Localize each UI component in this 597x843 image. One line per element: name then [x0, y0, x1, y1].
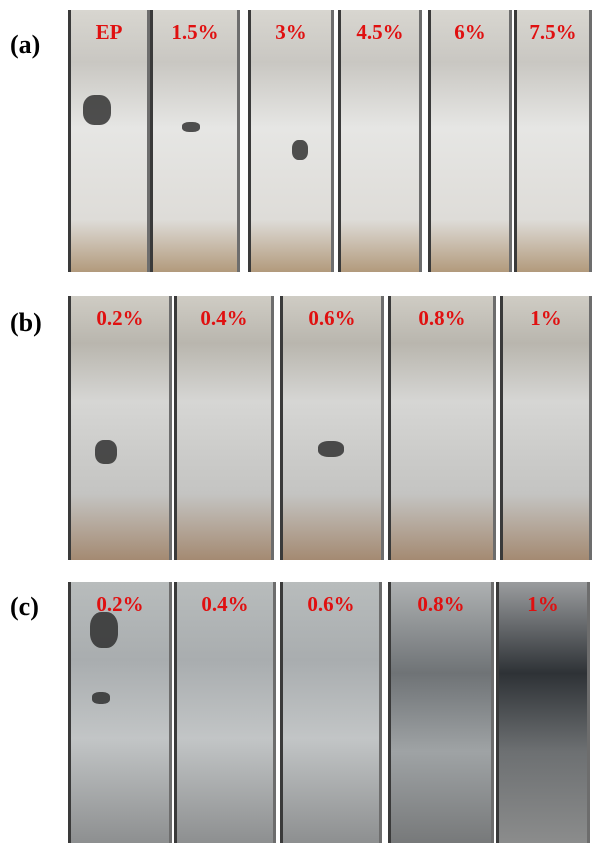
- sample-strip: 0.4%: [174, 582, 276, 843]
- sample-strip: EP: [68, 10, 150, 272]
- sample-strip: 7.5%: [514, 10, 592, 272]
- sample-label: 0.6%: [283, 306, 381, 331]
- sample-label: 1.5%: [153, 20, 237, 45]
- sample-label: 0.2%: [71, 592, 169, 617]
- sample-label: 7.5%: [517, 20, 589, 45]
- corrosion-spot: [292, 140, 308, 160]
- sample-strip: 3%: [248, 10, 334, 272]
- sample-strip: 0.2%: [68, 582, 172, 843]
- corrosion-spot: [95, 440, 117, 464]
- sample-label: 1%: [503, 306, 589, 331]
- sample-label: 0.2%: [71, 306, 169, 331]
- sample-strip: 6%: [428, 10, 512, 272]
- sample-label: 0.8%: [391, 592, 491, 617]
- sample-strip: 0.4%: [174, 296, 274, 560]
- sample-strip: 0.6%: [280, 582, 382, 843]
- sample-strip: 0.8%: [388, 582, 494, 843]
- sample-label: 3%: [251, 20, 331, 45]
- figure: (a) EP1.5% 3% 4.5% 6% 7.5% (b) 0.2% 0.4% 0.6% 0.8%…: [0, 0, 597, 843]
- panel-label: (c): [10, 592, 39, 622]
- panel-label: (a): [10, 30, 40, 60]
- sample-strip: 0.6%: [280, 296, 384, 560]
- sample-strip: 1%: [500, 296, 592, 560]
- sample-label: 0.6%: [283, 592, 379, 617]
- corrosion-spot: [92, 692, 110, 704]
- panel-label: (b): [10, 308, 42, 338]
- corrosion-spot: [83, 95, 111, 125]
- sample-label: 0.4%: [177, 306, 271, 331]
- corrosion-spot: [182, 122, 200, 132]
- sample-label: 1%: [499, 592, 587, 617]
- sample-strip: 0.2%: [68, 296, 172, 560]
- sample-label: 6%: [431, 20, 509, 45]
- sample-strip: 1%: [496, 582, 590, 843]
- sample-label: EP: [71, 20, 147, 45]
- corrosion-spot: [90, 612, 118, 648]
- sample-label: 4.5%: [341, 20, 419, 45]
- sample-label: 0.4%: [177, 592, 273, 617]
- sample-strip: 0.8%: [388, 296, 496, 560]
- sample-strip: 1.5%: [150, 10, 240, 272]
- corrosion-spot: [318, 441, 344, 457]
- sample-strip: 4.5%: [338, 10, 422, 272]
- sample-label: 0.8%: [391, 306, 493, 331]
